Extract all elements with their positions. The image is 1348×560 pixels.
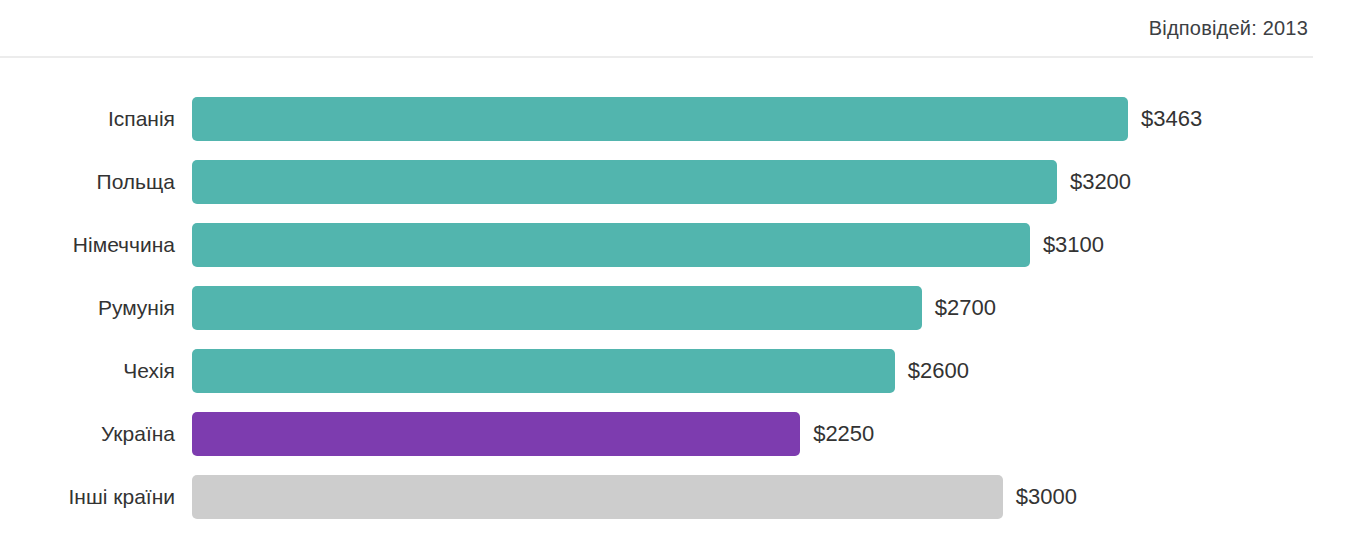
bar-value: $2700 [935, 295, 996, 321]
bar [192, 97, 1128, 141]
row-label: Україна [0, 422, 175, 446]
bar-chart: Іспанія $3463 Польща $3200 Німеччина $31… [0, 87, 1348, 528]
bar-area: $3100 [192, 223, 1128, 267]
bar [192, 475, 1003, 519]
bar-area: $3463 [192, 97, 1128, 141]
bar-value: $2600 [908, 358, 969, 384]
bar-value: $3463 [1141, 106, 1202, 132]
bar-area: $3000 [192, 475, 1128, 519]
bar-area: $2600 [192, 349, 1128, 393]
bar [192, 286, 922, 330]
bar-value: $3100 [1043, 232, 1104, 258]
bar-row: Інші країни $3000 [0, 465, 1348, 528]
row-label: Польща [0, 170, 175, 194]
header-divider [0, 56, 1313, 58]
row-label: Іспанія [0, 107, 175, 131]
bar-area: $2700 [192, 286, 1128, 330]
bar-value: $3200 [1070, 169, 1131, 195]
bar-value: $2250 [813, 421, 874, 447]
row-label: Інші країни [0, 485, 175, 509]
bar-area: $2250 [192, 412, 1128, 456]
row-label: Чехія [0, 359, 175, 383]
bar [192, 223, 1030, 267]
header: Відповідей: 2013 [0, 0, 1348, 56]
bar-row: Німеччина $3100 [0, 213, 1348, 276]
bar-row: Румунія $2700 [0, 276, 1348, 339]
responses-count-label: Відповідей: 2013 [1149, 17, 1308, 40]
bar-rows: Іспанія $3463 Польща $3200 Німеччина $31… [0, 87, 1348, 528]
bar-value: $3000 [1016, 484, 1077, 510]
row-label: Румунія [0, 296, 175, 320]
bar-row: Україна $2250 [0, 402, 1348, 465]
row-label: Німеччина [0, 233, 175, 257]
bar-row: Польща $3200 [0, 150, 1348, 213]
bar [192, 412, 800, 456]
bar-row: Чехія $2600 [0, 339, 1348, 402]
bar [192, 160, 1057, 204]
bar [192, 349, 895, 393]
bar-area: $3200 [192, 160, 1128, 204]
bar-row: Іспанія $3463 [0, 87, 1348, 150]
